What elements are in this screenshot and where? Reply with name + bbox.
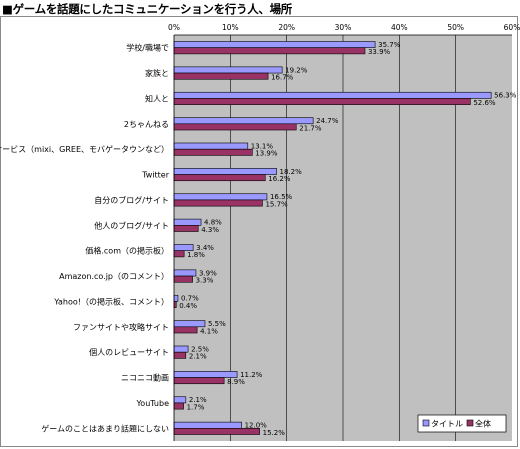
category-label: 家族と (145, 68, 169, 78)
category-label: 価格.com（の掲示板） (85, 246, 169, 256)
x-tick-label: 40% (391, 23, 408, 32)
data-label-series-1: 2.5% (191, 345, 209, 353)
bar-series-1 (173, 142, 249, 150)
data-label-series-2: 16.2% (268, 175, 291, 183)
category-label: 学校/職場で (126, 43, 169, 53)
x-tick-label: 50% (447, 23, 464, 32)
bar-series-2 (173, 199, 263, 207)
category-label: 個人のレビューサイト (89, 347, 169, 357)
legend-swatch-series-2 (466, 419, 474, 427)
bar-series-1 (173, 168, 277, 175)
data-label-series-1: 19.2% (285, 66, 308, 74)
bar-series-1 (173, 41, 376, 48)
bar-series-2 (173, 250, 185, 258)
data-label-series-2: 13.9% (255, 150, 278, 158)
x-tick-label: 20% (278, 23, 295, 32)
legend-box (417, 414, 507, 433)
category-label: SNSサービス（mixi、GREE、モバゲータウンなど） (0, 144, 169, 154)
category-label: 2ちゃんねる (124, 120, 169, 129)
data-label-series-2: 2.1% (189, 353, 207, 361)
category-label: ゲームのことはあまり話題にしない (41, 423, 169, 433)
bar-series-1 (173, 117, 314, 125)
bar-series-2 (173, 98, 471, 105)
bar-series-2 (173, 72, 269, 80)
data-label-series-2: 52.6% (473, 99, 496, 107)
bar-series-2 (173, 377, 225, 385)
data-label-series-2: 1.8% (187, 251, 205, 259)
bar-series-1 (173, 294, 179, 302)
data-label-series-2: 8.9% (227, 378, 245, 386)
x-tick-label: 30% (335, 23, 352, 32)
data-label-series-1: 3.4% (196, 244, 214, 252)
data-label-series-1: 0.7% (181, 295, 199, 303)
data-label-series-2: 3.3% (196, 277, 214, 285)
category-label: 知人と (145, 93, 169, 103)
data-label-series-2: 16.7% (271, 74, 294, 82)
bar-series-2 (173, 351, 187, 359)
data-label-series-2: 4.1% (200, 327, 218, 335)
data-label-series-2: 15.7% (265, 200, 288, 208)
bar-series-2 (173, 123, 297, 131)
legend-label-series-1: タイトル (431, 420, 463, 429)
bar-series-2 (173, 148, 253, 156)
category-label: 他人のブログ/サイト (94, 220, 169, 230)
bar-series-2 (173, 275, 193, 283)
category-label: 自分のブログ/サイト (94, 195, 169, 205)
legend-swatch-series-1 (422, 419, 430, 427)
bar-series-2 (173, 225, 199, 232)
data-label-series-2: 0.4% (179, 302, 197, 310)
data-label-series-1: 2.1% (189, 396, 207, 404)
bar-series-1 (173, 396, 187, 404)
bar-series-2 (173, 326, 198, 334)
bar-series-1 (173, 91, 492, 99)
data-label-series-1: 56.3% (494, 92, 517, 100)
bar-series-2 (173, 174, 266, 182)
bar-series-1 (173, 320, 206, 328)
category-label: Amazon.co.jp（のコメント） (59, 272, 169, 281)
bar-series-1 (173, 66, 283, 74)
bar-series-1 (173, 371, 238, 378)
bar-series-1 (173, 244, 194, 251)
category-label: YouTube (135, 399, 169, 408)
bar-series-2 (173, 47, 366, 55)
bar-series-1 (173, 269, 197, 277)
legend-label-series-2: 全体 (475, 419, 491, 429)
data-label-series-1: 18.2% (280, 168, 303, 176)
data-label-series-1: 12.0% (245, 422, 268, 430)
bar-series-1 (173, 193, 268, 201)
category-label: Yahoo!（の掲示板、コメント） (53, 296, 169, 306)
x-tick-label: 60% (504, 23, 520, 32)
data-label-series-1: 3.9% (199, 269, 217, 277)
data-label-series-2: 33.9% (368, 48, 391, 56)
x-tick-label: 10% (222, 23, 239, 32)
data-label-series-2: 15.2% (263, 429, 286, 437)
bar-series-2 (173, 402, 184, 410)
data-label-series-1: 5.5% (208, 320, 226, 328)
category-label: ニコニコ動画 (121, 374, 169, 383)
data-label-series-1: 4.8% (204, 219, 222, 227)
chart-title: ■ゲームを話題にしたコミュニケーションを行う人、場所 (2, 2, 292, 16)
bar-series-1 (173, 345, 189, 353)
data-label-series-2: 1.7% (187, 403, 205, 411)
data-label-series-1: 11.2% (240, 371, 263, 379)
data-label-series-2: 4.3% (201, 226, 219, 234)
bar-series-1 (173, 218, 202, 226)
category-label: Twitter (141, 171, 170, 180)
data-label-series-1: 35.7% (378, 41, 401, 49)
data-label-series-1: 16.5% (270, 193, 293, 201)
x-tick-label: 0% (168, 23, 180, 32)
bar-series-1 (173, 421, 242, 429)
data-label-series-1: 13.1% (251, 142, 274, 150)
category-label: ファンサイトや攻略サイト (73, 322, 169, 332)
data-label-series-1: 24.7% (316, 117, 339, 125)
data-label-series-2: 21.7% (299, 124, 322, 132)
